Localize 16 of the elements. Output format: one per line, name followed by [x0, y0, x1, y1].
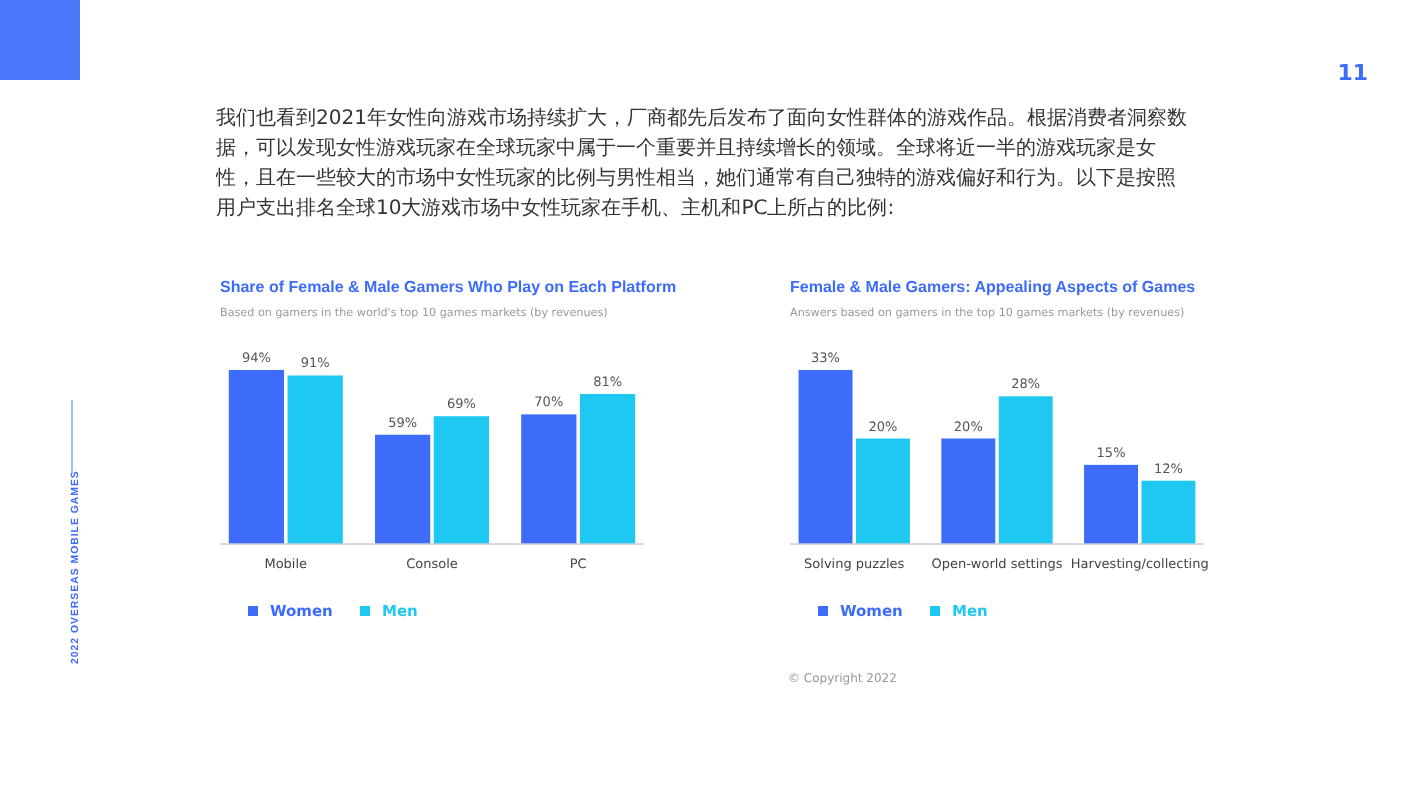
bar — [579, 394, 636, 544]
text: 11 — [1337, 60, 1368, 86]
bar — [521, 414, 577, 544]
bar — [941, 438, 996, 544]
bar — [287, 375, 343, 544]
bar — [998, 396, 1053, 544]
bar — [798, 369, 853, 544]
text: 我们也看到2021年女性向游戏市场持续扩大，厂商都先后发布了面向女性群体的游戏作品。根据消费者洞察数据，可以发现女性游戏玩家在全球玩家中属于一个重要并且持续增长的领域。全球将近一半的游戏玩家是女性，且在一些较大的市场中女性玩家的比例与男性相当，她们通常有自己独特的游戏偏好和行为。以下是按照用户支出排名全球10大游戏市场中女性玩家在手机、主机和PC上所占的比例: — [216, 105, 1189, 224]
bar — [1084, 464, 1139, 544]
chart-title: Share of Female & Male Gamers Who Play on Each Platform — [220, 278, 677, 296]
chart-title: Female & Male Gamers: Appealing Aspects of Games — [790, 278, 1197, 296]
bar — [228, 369, 285, 544]
bar — [374, 434, 431, 544]
bar — [1141, 480, 1196, 544]
bar — [855, 438, 910, 544]
bar — [433, 416, 490, 544]
